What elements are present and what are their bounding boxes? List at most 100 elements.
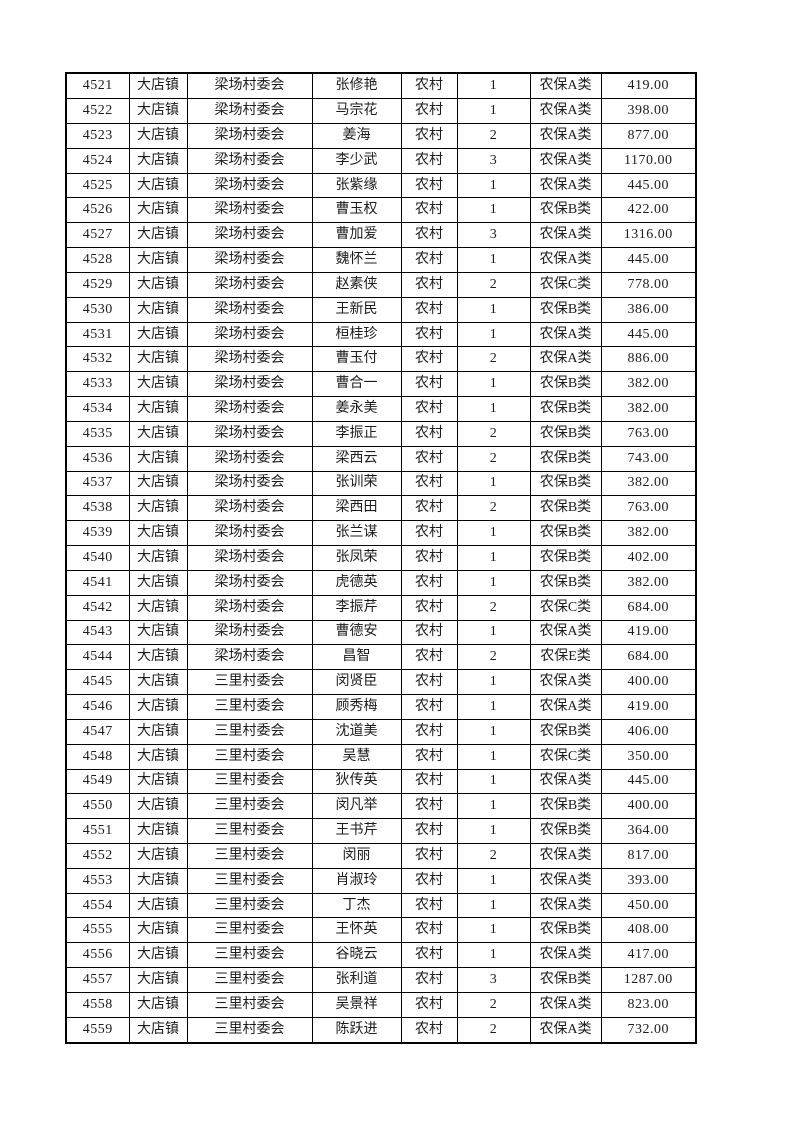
cell-amount: 763.00 — [600, 420, 697, 447]
table-row: 4552 大店镇 三里村委会 闵丽 农村 2 农保A类 817.00 — [65, 843, 697, 869]
cell-residence-type: 农村 — [400, 818, 458, 844]
cell-person-count: 1 — [456, 72, 531, 100]
cell-person-count: 2 — [456, 594, 531, 621]
cell-amount: 419.00 — [600, 72, 697, 100]
cell-village: 梁场村委会 — [186, 247, 313, 273]
cell-town: 大店镇 — [128, 892, 188, 919]
table-row: 4537 大店镇 梁场村委会 张训荣 农村 1 农保B类 382.00 — [65, 470, 697, 497]
cell-insurance-category: 农保B类 — [529, 470, 602, 497]
cell-serial: 4559 — [65, 1016, 130, 1044]
cell-town: 大店镇 — [128, 197, 188, 224]
cell-insurance-category: 农保A类 — [529, 72, 602, 100]
cell-serial: 4544 — [65, 644, 130, 671]
cell-insurance-category: 农保A类 — [529, 122, 602, 149]
cell-serial: 4537 — [65, 470, 130, 497]
cell-residence-type: 农村 — [400, 991, 458, 1018]
cell-amount: 445.00 — [600, 768, 697, 795]
cell-insurance-category: 农保A类 — [529, 768, 602, 795]
cell-insurance-category: 农保A类 — [529, 942, 602, 969]
cell-amount: 386.00 — [600, 296, 697, 323]
cell-serial: 4547 — [65, 718, 130, 745]
table-row: 4559 大店镇 三里村委会 陈跃进 农村 2 农保A类 732.00 — [65, 1016, 697, 1044]
cell-village: 三里村委会 — [186, 1016, 313, 1044]
cell-residence-type: 农村 — [400, 271, 458, 298]
cell-residence-type: 农村 — [400, 768, 458, 795]
cell-person-count: 1 — [456, 669, 531, 696]
cell-amount: 684.00 — [600, 644, 697, 671]
cell-insurance-category: 农保B类 — [529, 396, 602, 422]
table-row: 4530 大店镇 梁场村委会 王新民 农村 1 农保B类 386.00 — [65, 296, 697, 323]
cell-town: 大店镇 — [128, 147, 188, 174]
cell-village: 梁场村委会 — [186, 520, 313, 547]
cell-amount: 350.00 — [600, 743, 697, 770]
table-row: 4522 大店镇 梁场村委会 马宗花 农村 1 农保A类 398.00 — [65, 98, 697, 124]
cell-person-name: 梁西云 — [311, 445, 402, 472]
cell-amount: 684.00 — [600, 594, 697, 621]
cell-village: 梁场村委会 — [186, 545, 313, 571]
cell-person-count: 1 — [456, 321, 531, 348]
cell-village: 梁场村委会 — [186, 644, 313, 671]
cell-serial: 4556 — [65, 942, 130, 969]
cell-residence-type: 农村 — [400, 718, 458, 745]
table-row: 4538 大店镇 梁场村委会 梁西田 农村 2 农保B类 763.00 — [65, 495, 697, 522]
cell-person-name: 张紫缘 — [311, 172, 402, 199]
cell-serial: 4553 — [65, 867, 130, 894]
cell-amount: 417.00 — [600, 942, 697, 969]
cell-village: 三里村委会 — [186, 718, 313, 745]
cell-person-count: 1 — [456, 197, 531, 224]
cell-amount: 886.00 — [600, 346, 697, 373]
cell-person-name: 姜永美 — [311, 396, 402, 422]
cell-residence-type: 农村 — [400, 569, 458, 596]
cell-person-name: 张训荣 — [311, 470, 402, 497]
cell-insurance-category: 农保A类 — [529, 892, 602, 919]
cell-person-count: 2 — [456, 843, 531, 869]
table-row: 4527 大店镇 梁场村委会 曹加爱 农村 3 农保A类 1316.00 — [65, 222, 697, 249]
cell-town: 大店镇 — [128, 967, 188, 993]
cell-serial: 4535 — [65, 420, 130, 447]
cell-insurance-category: 农保A类 — [529, 991, 602, 1018]
cell-person-count: 1 — [456, 793, 531, 820]
cell-person-count: 1 — [456, 768, 531, 795]
cell-serial: 4551 — [65, 818, 130, 844]
cell-amount: 419.00 — [600, 694, 697, 720]
cell-person-count: 2 — [456, 122, 531, 149]
cell-serial: 4524 — [65, 147, 130, 174]
cell-amount: 732.00 — [600, 1016, 697, 1044]
cell-person-name: 赵素侠 — [311, 271, 402, 298]
cell-serial: 4528 — [65, 247, 130, 273]
cell-insurance-category: 农保B类 — [529, 967, 602, 993]
cell-residence-type: 农村 — [400, 445, 458, 472]
cell-insurance-category: 农保A类 — [529, 669, 602, 696]
cell-person-count: 1 — [456, 545, 531, 571]
cell-town: 大店镇 — [128, 1016, 188, 1044]
table-row: 4557 大店镇 三里村委会 张利道 农村 3 农保B类 1287.00 — [65, 967, 697, 993]
cell-person-count: 1 — [456, 942, 531, 969]
cell-amount: 408.00 — [600, 917, 697, 944]
cell-person-count: 1 — [456, 619, 531, 646]
cell-serial: 4522 — [65, 98, 130, 124]
cell-village: 梁场村委会 — [186, 569, 313, 596]
cell-town: 大店镇 — [128, 72, 188, 100]
cell-person-count: 1 — [456, 296, 531, 323]
cell-insurance-category: 农保B类 — [529, 296, 602, 323]
cell-town: 大店镇 — [128, 917, 188, 944]
cell-amount: 382.00 — [600, 470, 697, 497]
cell-insurance-category: 农保B类 — [529, 495, 602, 522]
table-row: 4558 大店镇 三里村委会 吴景祥 农村 2 农保A类 823.00 — [65, 991, 697, 1018]
cell-village: 三里村委会 — [186, 967, 313, 993]
cell-person-count: 2 — [456, 346, 531, 373]
cell-amount: 393.00 — [600, 867, 697, 894]
cell-insurance-category: 农保B类 — [529, 569, 602, 596]
cell-insurance-category: 农保A类 — [529, 1016, 602, 1044]
cell-insurance-category: 农保A类 — [529, 98, 602, 124]
cell-residence-type: 农村 — [400, 917, 458, 944]
cell-village: 梁场村委会 — [186, 346, 313, 373]
cell-residence-type: 农村 — [400, 694, 458, 720]
cell-residence-type: 农村 — [400, 247, 458, 273]
cell-person-name: 梁西田 — [311, 495, 402, 522]
table-row: 4532 大店镇 梁场村委会 曹玉付 农村 2 农保A类 886.00 — [65, 346, 697, 373]
cell-person-name: 吴慧 — [311, 743, 402, 770]
table-body: 4521 大店镇 梁场村委会 张修艳 农村 1 农保A类 419.00 4522 大店镇 梁场村委会… — [65, 72, 697, 1044]
cell-person-count: 1 — [456, 569, 531, 596]
cell-residence-type: 农村 — [400, 743, 458, 770]
